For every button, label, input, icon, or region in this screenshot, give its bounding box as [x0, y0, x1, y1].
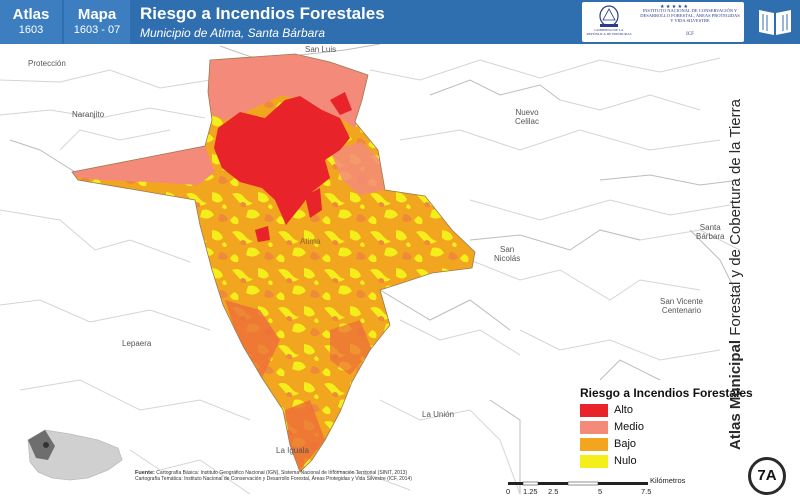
place-label-san-vicente-centenario: San Vicente Centenario: [660, 297, 703, 315]
place-label-santa-barbara: Santa Bárbara: [696, 223, 725, 241]
legend-swatch-alto: [580, 403, 608, 417]
title-block: Riesgo a Incendios Forestales Municipio …: [140, 4, 385, 40]
legend-swatch-nulo: [580, 454, 608, 468]
icf-short-label: ICF: [686, 32, 694, 37]
place-label-la-union: La Unión: [422, 410, 455, 419]
legend-title: Riesgo a Incendios Forestales: [580, 386, 753, 400]
mapa-code-box: Mapa 1603 - 07: [64, 0, 130, 44]
side-title-bold: Atlas Municipal: [727, 339, 744, 450]
sources-label: Fuente:: [135, 470, 155, 476]
place-label-naranjito: Naranjito: [72, 110, 105, 119]
scale-tick-1-25: 1.25: [523, 487, 538, 496]
place-label-la-iguala: La Iguala: [276, 446, 309, 455]
legend-label-alto: Alto: [614, 404, 633, 416]
mapa-code: 1603 - 07: [73, 24, 121, 36]
scale-tick-7-5: 7.5: [641, 487, 652, 496]
icf-logo-text: INSTITUTO NACIONAL DE CONSERVACIÓN Y DES…: [640, 8, 740, 23]
inset-locator-map: [27, 429, 123, 481]
place-label-atima: Atima: [300, 237, 321, 246]
legend-label-bajo: Bajo: [614, 438, 637, 450]
scale-tick-5: 5: [598, 487, 603, 496]
atlas-label: Atlas: [12, 6, 50, 23]
legend-swatch-bajo: [580, 437, 608, 451]
map-subtitle: Municipio de Atima, Santa Bárbara: [140, 26, 325, 40]
map-number-badge: 7A: [748, 457, 786, 495]
legend-item-bajo: Bajo: [580, 437, 753, 451]
place-label-san-nicolas: San Nicolás: [494, 245, 521, 263]
sources-line-2: Cartografía Temática: Instituto Nacional…: [135, 476, 412, 482]
legend: Riesgo a Incendios Forestales Alto Medio…: [580, 386, 753, 468]
book-icon: [750, 0, 800, 44]
legend-item-nulo: Nulo: [580, 454, 753, 468]
municipality-boundary: [71, 53, 476, 473]
risk-medio-zone: [330, 142, 384, 195]
scale-unit: Kilómetros: [650, 476, 686, 485]
svg-text:★ ★ ★ ★ ★: ★ ★ ★ ★ ★: [660, 4, 688, 9]
atlas-code: 1603: [18, 24, 44, 36]
legend-label-nulo: Nulo: [614, 455, 637, 467]
side-atlas-title: Atlas Municipal Forestal y de Cobertura …: [727, 90, 744, 450]
scale-bar: [508, 481, 648, 486]
risk-alto-zone: [214, 96, 350, 225]
legend-swatch-medio: [580, 420, 608, 434]
mapa-label: Mapa: [77, 6, 117, 23]
place-label-lepaera: Lepaera: [122, 339, 152, 348]
atlas-code-box: Atlas 1603: [0, 0, 62, 44]
legend-item-alto: Alto: [580, 403, 753, 417]
risk-medio-zone: [285, 400, 325, 470]
place-label-proteccion: Protección: [28, 59, 66, 68]
risk-medio-zone: [225, 300, 280, 378]
stars-icon: ★ ★ ★ ★ ★: [660, 4, 688, 9]
risk-alto-zone: [330, 92, 352, 115]
legend-item-medio: Medio: [580, 420, 753, 434]
risk-medio-zone: [200, 54, 372, 128]
risk-alto-zone: [305, 188, 322, 218]
map-title: Riesgo a Incendios Forestales: [140, 4, 385, 23]
honduras-coat-of-arms-logo: [599, 5, 619, 27]
risk-alto-zone: [255, 226, 270, 242]
legend-label-medio: Medio: [614, 421, 644, 433]
place-label-san-luis: San Luis: [305, 45, 337, 54]
place-label-nuevo-celilac: Nuevo Celilac: [515, 108, 540, 126]
government-logo-text: GOBIERNO DE LA REPÚBLICA DE HONDURAS: [586, 28, 632, 36]
sources-line-1: Cartografía Básica: Instituto Geográfico…: [156, 470, 408, 476]
risk-medio-zone: [330, 320, 372, 375]
side-title-rest: Forestal y de Cobertura de la Tierra: [727, 99, 744, 340]
sources-text: Fuente: Cartografía Básica: Instituto Ge…: [135, 470, 505, 482]
scale-tick-2-5: 2.5: [548, 487, 559, 496]
scale-tick-0: 0: [506, 487, 511, 496]
institution-logos: GOBIERNO DE LA REPÚBLICA DE HONDURAS ★ ★…: [582, 2, 744, 42]
map-view[interactable]: N: [0, 44, 750, 494]
risk-medio-zone: [72, 146, 215, 185]
